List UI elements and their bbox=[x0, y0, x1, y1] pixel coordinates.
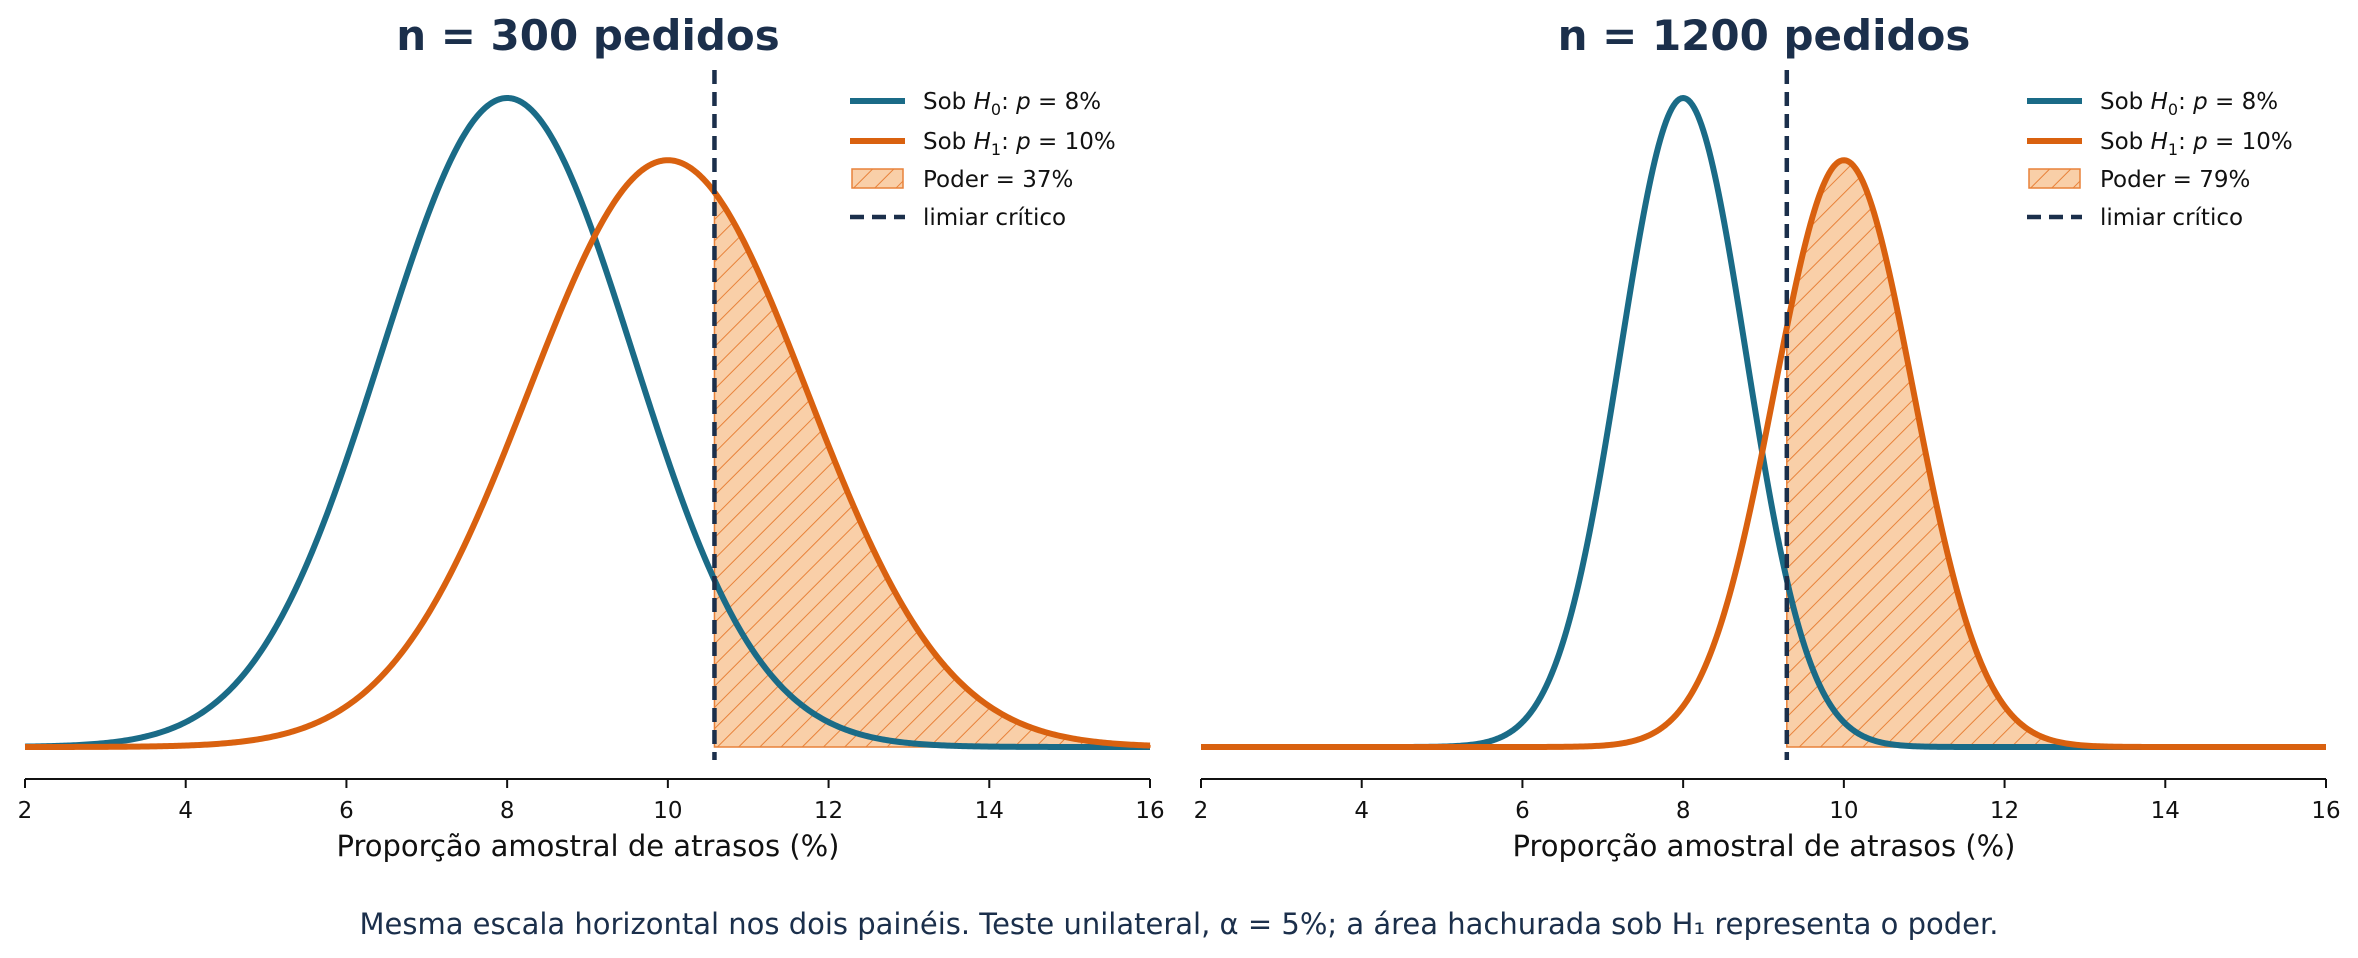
x-tick-label: 16 bbox=[2311, 798, 2340, 824]
x-axis-ticks: 2 4 6 8 10 12 14 16 bbox=[1194, 779, 2341, 824]
legend-swatch-power bbox=[2028, 168, 2081, 189]
power-area bbox=[713, 189, 1151, 748]
panel-title: n = 300 pedidos bbox=[396, 11, 780, 60]
x-tick-label: 12 bbox=[1990, 798, 2019, 824]
x-tick-label: 14 bbox=[2151, 798, 2180, 824]
legend: Sob H0: p = 8% Sob H1: p = 10% Poder = 3… bbox=[850, 89, 1116, 231]
h1-curve bbox=[1199, 157, 2328, 750]
h0-curve bbox=[1199, 95, 2328, 750]
figure-caption: Mesma escala horizontal nos dois painéis… bbox=[359, 907, 1998, 941]
x-tick-label: 2 bbox=[1194, 798, 1209, 824]
x-axis-label: Proporção amostral de atrasos (%) bbox=[337, 829, 840, 863]
x-axis-ticks: 2 4 6 8 10 12 14 16 bbox=[18, 779, 1165, 824]
legend-item-h0: Sob H0: p = 8% bbox=[2100, 89, 2278, 119]
panel-right: n = 1200 pedidos 2 4 6 8 10 12 14 16 Proporção … bbox=[1194, 11, 2341, 863]
x-tick-label: 6 bbox=[339, 798, 354, 824]
x-tick-label: 4 bbox=[1354, 798, 1369, 824]
legend-item-h1: Sob H1: p = 10% bbox=[923, 129, 1116, 159]
legend-item-critical: limiar crítico bbox=[923, 205, 1066, 231]
x-tick-label: 10 bbox=[653, 798, 682, 824]
panel-title: n = 1200 pedidos bbox=[1558, 11, 1971, 60]
legend-item-critical: limiar crítico bbox=[2100, 205, 2243, 231]
legend-item-h1: Sob H1: p = 10% bbox=[2100, 129, 2293, 159]
x-tick-label: 12 bbox=[814, 798, 843, 824]
x-tick-label: 4 bbox=[178, 798, 193, 824]
h0-curve bbox=[23, 95, 1152, 750]
x-tick-label: 2 bbox=[18, 798, 33, 824]
plot-area bbox=[1199, 70, 2328, 760]
x-tick-label: 8 bbox=[500, 798, 515, 824]
x-tick-label: 8 bbox=[1676, 798, 1691, 824]
power-area bbox=[1786, 159, 2326, 748]
legend: Sob H0: p = 8% Sob H1: p = 10% Poder = 7… bbox=[2027, 89, 2293, 231]
x-axis-label: Proporção amostral de atrasos (%) bbox=[1513, 829, 2016, 863]
x-tick-label: 6 bbox=[1515, 798, 1530, 824]
panel-left: n = 300 pedidos 2 4 6 8 10 12 14 16 Proporção a… bbox=[18, 11, 1165, 863]
x-tick-label: 16 bbox=[1135, 798, 1164, 824]
x-tick-label: 10 bbox=[1829, 798, 1858, 824]
x-tick-label: 14 bbox=[975, 798, 1004, 824]
legend-item-power: Poder = 37% bbox=[923, 167, 1073, 193]
legend-swatch-power bbox=[851, 168, 904, 189]
legend-item-power: Poder = 79% bbox=[2100, 167, 2250, 193]
legend-item-h0: Sob H0: p = 8% bbox=[923, 89, 1101, 119]
plot-area bbox=[23, 70, 1152, 760]
h1-curve bbox=[23, 157, 1152, 750]
